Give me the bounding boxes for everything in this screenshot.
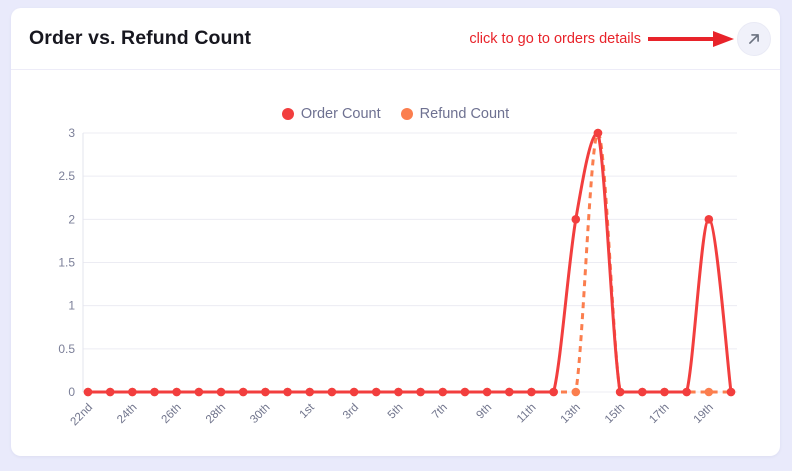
- legend-item-refund-count[interactable]: Refund Count: [400, 106, 510, 122]
- data-point-marker: [238, 387, 248, 397]
- data-point-marker: [460, 387, 470, 397]
- y-axis-tick-label: 0: [68, 385, 75, 399]
- data-point-marker: [105, 387, 115, 397]
- x-axis-tick-label: 30th: [248, 402, 272, 426]
- x-axis-tick-label: 9th: [474, 402, 494, 422]
- legend-label: Order Count: [300, 106, 381, 122]
- x-axis-tick-label: 13th: [559, 402, 583, 426]
- data-point-marker: [261, 387, 270, 397]
- data-point-marker: [83, 387, 93, 397]
- x-axis-tick-label: 28th: [204, 402, 228, 426]
- data-point-marker: [172, 387, 181, 397]
- y-axis-tick-label: 0.5: [58, 342, 75, 356]
- arrow-up-right-icon: [749, 33, 759, 44]
- data-point-marker: [371, 387, 381, 397]
- card-title: Order vs. Refund Count: [29, 27, 252, 49]
- x-axis-tick-label: 3rd: [341, 402, 361, 422]
- card-header: Order vs. Refund Count click to go to or…: [11, 8, 780, 70]
- data-point-marker: [482, 387, 492, 397]
- data-point-marker: [216, 387, 226, 397]
- legend-item-order-count[interactable]: Order Count: [281, 106, 381, 122]
- data-point-marker: [726, 387, 736, 397]
- data-point-marker: [504, 387, 514, 397]
- data-point-marker: [615, 387, 625, 397]
- data-point-marker: [571, 215, 581, 224]
- data-point-marker: [327, 387, 337, 397]
- orders-details-button[interactable]: [737, 21, 771, 56]
- legend-marker-icon: [400, 108, 413, 120]
- data-point-marker: [704, 215, 714, 224]
- x-axis-tick-label: 26th: [159, 402, 183, 426]
- y-axis-tick-label: 2.5: [58, 169, 75, 183]
- order-refund-line-chart[interactable]: 0 0.5 1 1.5 2 2.5 3 22nd 24th 26th 28th 30th 1st 3rd 5…: [35, 120, 775, 455]
- data-point-marker: [283, 387, 292, 397]
- data-point-marker: [438, 387, 448, 397]
- x-axis-tick-label: 17th: [647, 402, 671, 426]
- chart-legend: Order Count Refund Count: [11, 106, 780, 122]
- x-axis-tick-label: 22nd: [69, 402, 96, 429]
- data-point-marker: [549, 387, 558, 397]
- x-axis-tick-label: 11th: [515, 402, 539, 426]
- legend-marker-icon: [281, 108, 294, 120]
- data-point-marker: [704, 387, 714, 397]
- x-axis-tick-label: 1st: [298, 401, 318, 421]
- data-point-marker: [682, 387, 691, 397]
- chart-section: Order Count Refund Count 0 0.5 1 1.5 2 2.5 3 22n…: [11, 70, 780, 456]
- data-point-marker: [660, 387, 669, 397]
- data-point-marker: [128, 387, 137, 397]
- order-refund-card: Order vs. Refund Count click to go to or…: [11, 8, 780, 456]
- y-axis-tick-label: 2: [68, 212, 75, 226]
- annotation: click to go to orders details: [469, 30, 735, 48]
- x-axis-tick-label: 7th: [430, 402, 450, 422]
- data-point-marker: [571, 387, 581, 397]
- x-axis-tick-label: 15th: [603, 402, 627, 426]
- data-point-marker: [305, 387, 315, 397]
- y-axis-tick-label: 1: [68, 299, 75, 313]
- legend-label: Refund Count: [419, 106, 510, 122]
- y-axis-tick-label: 1.5: [58, 256, 75, 270]
- data-point-marker: [593, 128, 603, 138]
- data-point-marker: [416, 387, 425, 397]
- data-point-marker: [394, 387, 403, 397]
- data-point-marker: [150, 387, 159, 397]
- data-point-marker: [527, 387, 536, 397]
- annotation-text: click to go to orders details: [469, 30, 641, 47]
- annotation-arrow-icon: [648, 30, 734, 47]
- data-point-marker: [349, 387, 359, 397]
- x-axis-tick-label: 24th: [115, 402, 139, 426]
- x-axis-tick-label: 19th: [692, 402, 716, 426]
- data-point-marker: [194, 387, 204, 397]
- x-axis-tick-label: 5th: [386, 402, 406, 422]
- y-axis-tick-label: 3: [68, 126, 75, 140]
- data-point-marker: [638, 387, 647, 397]
